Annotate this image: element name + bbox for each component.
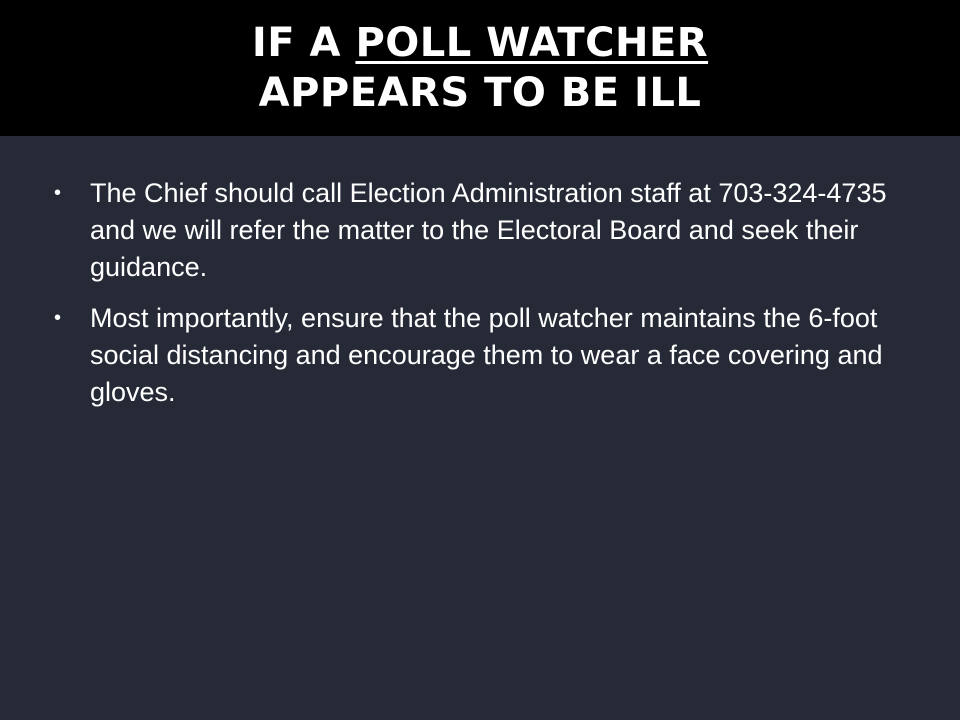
bullet-list: • The Chief should call Election Adminis… (54, 175, 914, 425)
list-item: • Most importantly, ensure that the poll… (54, 300, 914, 411)
list-item: • The Chief should call Election Adminis… (54, 175, 914, 286)
bullet-icon: • (54, 307, 62, 329)
title-line-1: IF A POLL WATCHER (252, 18, 708, 68)
bullet-text: Most importantly, ensure that the poll w… (90, 303, 883, 407)
bullet-text: The Chief should call Election Administr… (90, 178, 887, 282)
bullet-icon: • (54, 182, 62, 204)
title-underlined-text: POLL WATCHER (355, 20, 709, 66)
title-line-2: APPEARS TO BE ILL (258, 70, 702, 116)
title-bar: IF A POLL WATCHER APPEARS TO BE ILL (0, 0, 960, 136)
title-prefix: IF A (251, 20, 356, 66)
